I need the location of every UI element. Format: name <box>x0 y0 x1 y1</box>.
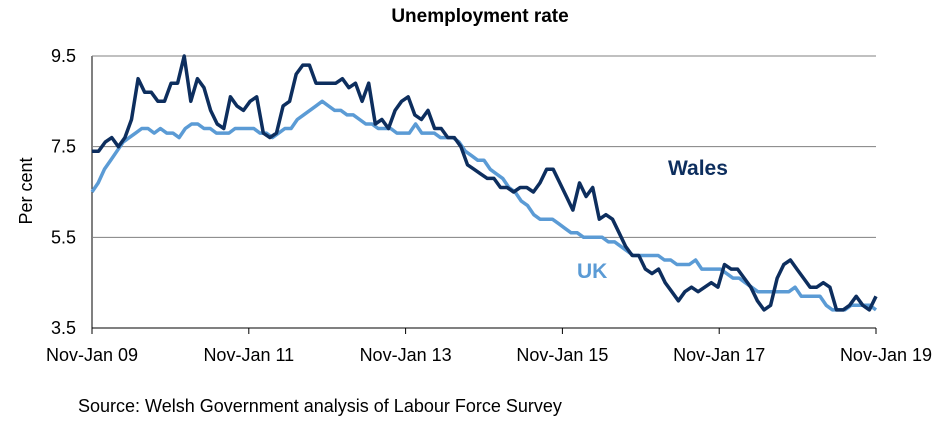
series-label-wales: Wales <box>668 157 728 180</box>
y-tick-label: 7.5 <box>51 137 76 157</box>
series-line-uk <box>90 99 878 312</box>
x-tick-label: Nov-Jan 17 <box>673 345 765 365</box>
series-line-wales <box>92 54 878 312</box>
x-tick-label: Nov-Jan 13 <box>360 345 452 365</box>
y-tick-label: 3.5 <box>51 318 76 338</box>
x-tick-label: Nov-Jan 11 <box>203 345 294 365</box>
series-label-uk: UK <box>577 260 607 283</box>
y-axis-label: Per cent <box>16 157 36 224</box>
series-lines <box>90 54 878 312</box>
chart-title: Unemployment rate <box>391 6 568 27</box>
x-tick-label: Nov-Jan 19 <box>840 345 932 365</box>
x-tick-label: Nov-Jan 15 <box>516 345 608 365</box>
gridlines <box>91 55 876 329</box>
y-tick-label: 9.5 <box>51 46 76 66</box>
y-tick-labels: 3.5 5.5 7.5 9.5 <box>51 46 76 338</box>
x-tick-label: Nov-Jan 09 <box>46 345 138 365</box>
source-note: Source: Welsh Government analysis of Lab… <box>78 396 562 416</box>
y-tick-label: 5.5 <box>51 227 76 247</box>
x-tick-labels: Nov-Jan 09 Nov-Jan 11 Nov-Jan 13 Nov-Jan 15… <box>46 328 932 365</box>
